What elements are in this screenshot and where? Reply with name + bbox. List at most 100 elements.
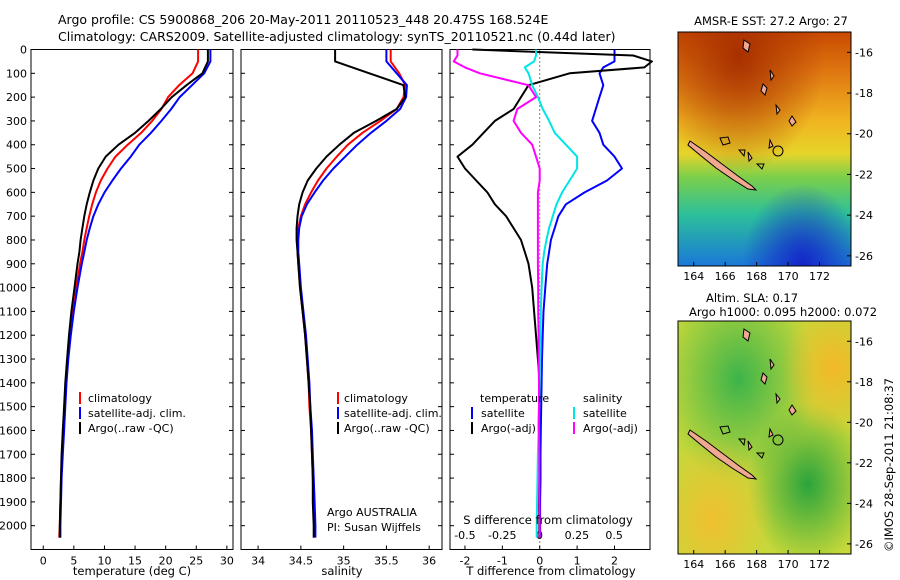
map-lat-tick-label: -20 — [855, 128, 873, 141]
map-lat-tick-label: -26 — [855, 538, 873, 551]
sla-map-frame — [677, 320, 852, 555]
salinity-legend: climatology satellite-adj. clim. Argo(..… — [327, 392, 442, 534]
x-tick-label: 2 — [611, 555, 618, 568]
salinity-panel-frame — [240, 49, 443, 550]
header-line-2: Climatology: CARS2009. Satellite-adjuste… — [58, 29, 615, 44]
map-lon-tick-label: 168 — [746, 270, 767, 283]
salinity-annotation-line-1: Argo AUSTRALIA — [327, 506, 417, 519]
temperature-legend: climatology satellite-adj. clim. Argo(..… — [79, 392, 186, 435]
series-line — [452, 49, 541, 538]
x-tick-label: 1 — [574, 555, 581, 568]
legend-title-salinity: salinity — [583, 392, 623, 405]
difference-xlabel-salinity: S difference from climatology — [463, 513, 633, 527]
depth-tick-label: 1400 — [0, 377, 27, 390]
depth-tick-label: 500 — [6, 163, 27, 176]
depth-tick-label: 1200 — [0, 329, 27, 342]
loyalty-islands — [719, 425, 765, 459]
map-lat-tick-label: -18 — [855, 376, 873, 389]
salinity-annotation-line-2: PI: Susan Wijffels — [327, 521, 421, 534]
depth-tick-label: 900 — [6, 258, 27, 271]
loyalty-islands — [719, 136, 765, 170]
legend-title-temperature: temperature — [480, 392, 549, 405]
depth-tick-label: 300 — [6, 115, 27, 128]
legend-item-sal-satellite: satellite — [583, 407, 627, 420]
x-tick-label: 0 — [40, 555, 47, 568]
depth-tick-label: 1300 — [0, 353, 27, 366]
series-line — [58, 49, 209, 538]
depth-tick-label: 100 — [6, 67, 27, 80]
legend-item-satellite: satellite-adj. clim. — [344, 407, 442, 420]
depth-tick-label: 400 — [6, 139, 27, 152]
s-diff-tick-label: 0.5 — [605, 529, 623, 542]
legend-item-climatology: climatology — [344, 392, 408, 405]
difference-xlabel-temperature: T difference from climatology — [465, 564, 636, 578]
map-lon-tick-label: 164 — [683, 270, 704, 283]
depth-tick-label: 1600 — [0, 424, 27, 437]
legend-item-temp-satellite: satellite — [481, 407, 525, 420]
temperature-xlabel: temperature (deg C) — [73, 564, 191, 578]
legend-item-argo: Argo(..raw -QC) — [88, 422, 174, 435]
map-lon-tick-label: 166 — [715, 270, 736, 283]
map-lat-tick-label: -22 — [855, 457, 873, 470]
depth-axis: 0 100 200 300 400 500 600 700 800 900 1000 1100 1200… — [0, 44, 650, 533]
legend-item-sal-argo: Argo(-adj) — [583, 422, 638, 435]
x-tick-label: 5 — [70, 555, 77, 568]
depth-tick-label: 1500 — [0, 401, 27, 414]
map-lat-tick-label: -16 — [855, 335, 873, 348]
imos-timestamp: ©IMOS 28-Sep-2011 21:08:37 — [882, 378, 896, 552]
sst-map-title: AMSR-E SST: 27.2 Argo: 27 — [694, 14, 848, 28]
map-lat-tick-label: -26 — [855, 250, 873, 263]
x-tick-label: 10 — [97, 555, 111, 568]
sla-map-title-line-2: Argo h1000: 0.095 h2000: 0.072 — [689, 305, 877, 319]
series-line — [297, 49, 408, 538]
series-line — [539, 49, 623, 538]
map-lat-tick-label: -22 — [855, 168, 873, 181]
x-tick-label: -2 — [459, 555, 470, 568]
temperature-panel-frame — [30, 49, 234, 550]
x-tick-label: -1 — [497, 555, 508, 568]
map-lat-tick-label: -24 — [855, 209, 873, 222]
x-tick-label: 35 — [337, 555, 351, 568]
sla-map-yellow-patch-b — [678, 321, 851, 554]
argo-float-position — [772, 434, 784, 446]
x-tick-label: 36 — [422, 555, 436, 568]
map-lon-tick-label: 170 — [778, 270, 799, 283]
x-tick-label: 35.5 — [374, 555, 399, 568]
new-caledonia-coast — [687, 140, 758, 191]
legend-item-satellite: satellite-adj. clim. — [88, 407, 186, 420]
s-diff-tick-label: -0.25 — [488, 529, 516, 542]
series-line — [59, 49, 212, 538]
x-tick-label: 20 — [159, 555, 173, 568]
temperature-plot: 0 5 10 15 20 25 30 — [40, 49, 234, 568]
header-line-1: Argo profile: CS 5900868_206 20-May-2011… — [58, 12, 548, 27]
depth-tick-label: 800 — [6, 234, 27, 247]
depth-tick-label: 1000 — [0, 282, 27, 295]
s-diff-tick-label: -0.5 — [454, 529, 475, 542]
sst-map-cold-patch — [678, 32, 851, 266]
sla-map — [677, 320, 852, 555]
x-tick-label: 25 — [189, 555, 203, 568]
map-lon-tick-label: 172 — [809, 270, 830, 283]
salinity-plot: 34 34.5 35 35.5 36 — [251, 49, 436, 568]
difference-legend: temperature satellite Argo(-adj) salinit… — [471, 392, 638, 435]
new-caledonia-coast — [687, 429, 758, 480]
map-lat-tick-label: -24 — [855, 497, 873, 510]
depth-tick-label: 1100 — [0, 305, 27, 318]
series-line — [58, 49, 200, 538]
vanuatu-islands — [742, 39, 797, 163]
x-tick-label: 0 — [536, 555, 543, 568]
x-tick-label: 34.5 — [289, 555, 314, 568]
map-lon-tick-label: 166 — [715, 558, 736, 571]
sst-map-axes: -16 -18 -20 -22 -24 -26 164 166 168 170 172 — [683, 46, 873, 283]
depth-tick-label: 0 — [20, 44, 27, 57]
sst-map — [677, 31, 852, 267]
vanuatu-islands — [742, 328, 797, 452]
sla-map-title-line-1: Altim. SLA: 0.17 — [706, 291, 798, 305]
depth-tick-label: 1800 — [0, 472, 27, 485]
legend-item-temp-argo: Argo(-adj) — [481, 422, 536, 435]
map-lon-tick-label: 164 — [683, 558, 704, 571]
x-tick-label: 34 — [251, 555, 265, 568]
legend-item-climatology: climatology — [88, 392, 152, 405]
difference-panel-frame — [449, 49, 651, 550]
